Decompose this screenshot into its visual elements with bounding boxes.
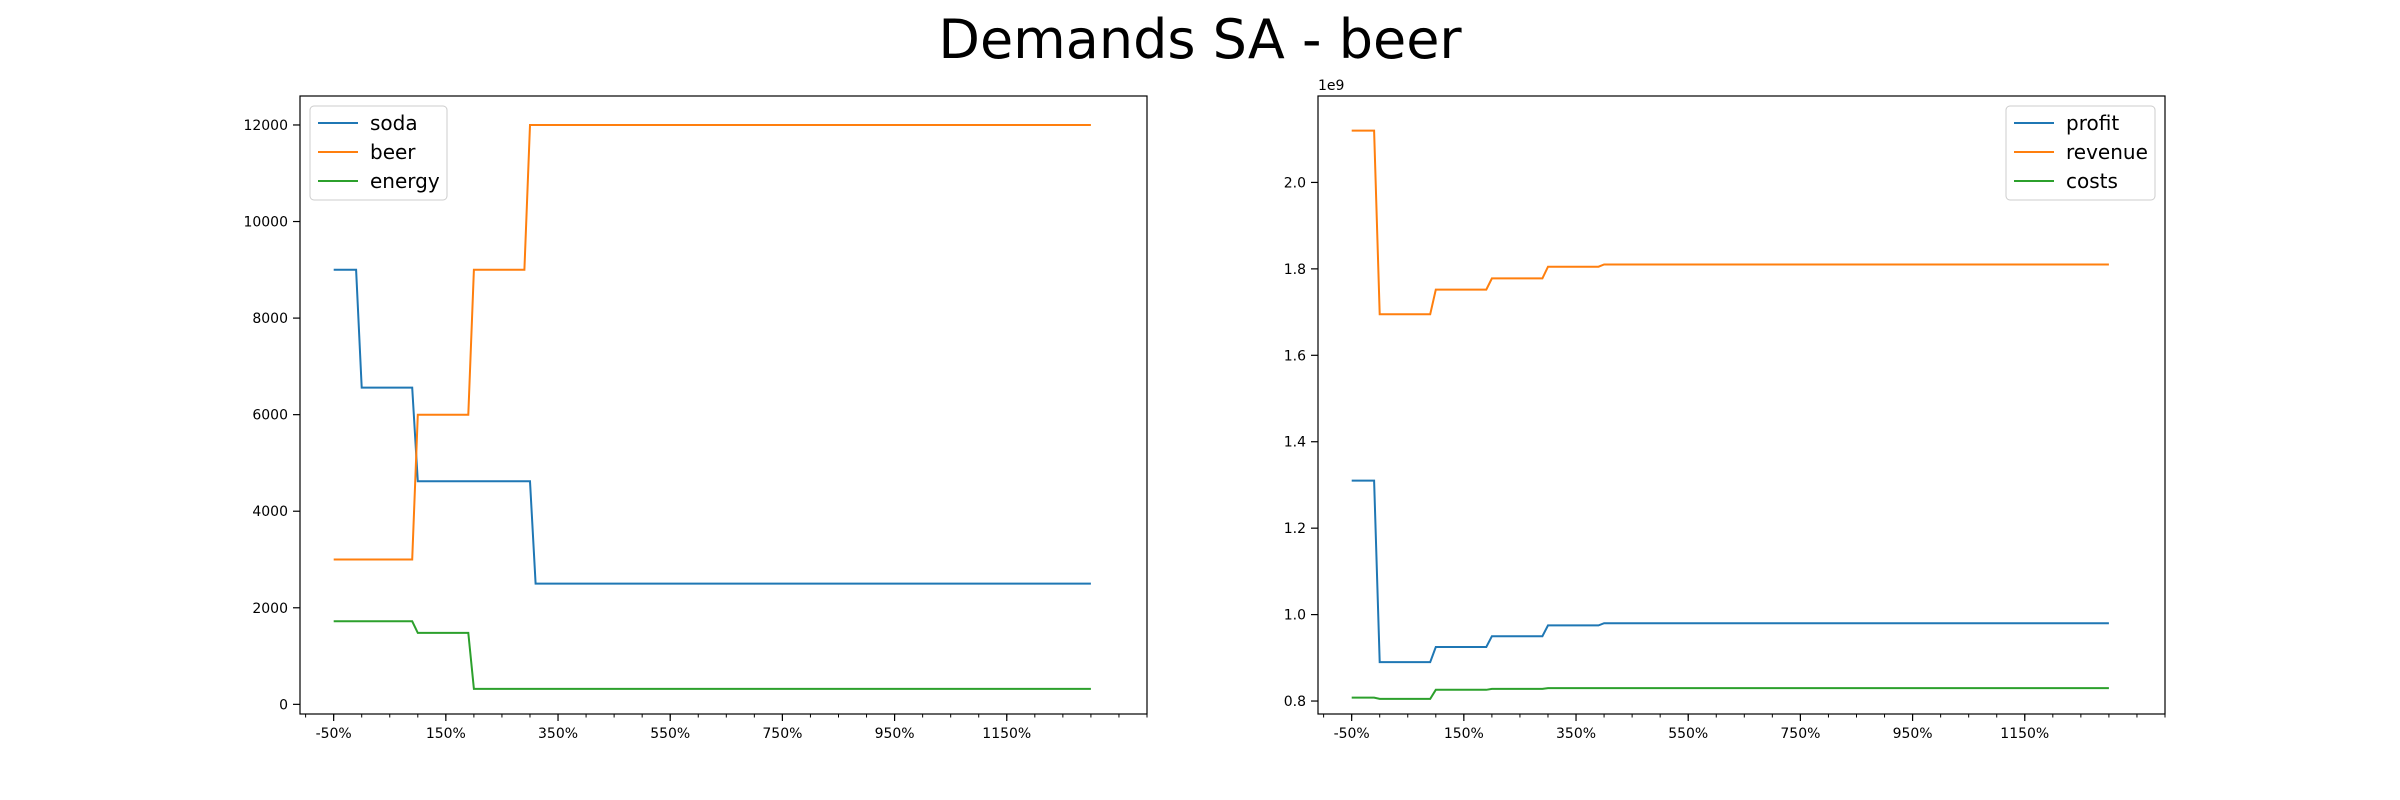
series-line-costs bbox=[1351, 687, 2109, 700]
chart-financials: -50% 150% 350% 550% 750% 950% 1150% 0.8 1.0 1.2 1.… bbox=[1284, 78, 2166, 742]
series-line-revenue bbox=[1351, 129, 2109, 316]
x-tick-label: 750% bbox=[1780, 726, 1820, 742]
y-tick-label: 1.2 bbox=[1284, 521, 1306, 537]
legend: soda beer energy bbox=[309, 105, 448, 201]
x-tick-label: 750% bbox=[762, 726, 802, 742]
x-tick-label: 350% bbox=[1556, 726, 1596, 742]
legend-frame bbox=[2005, 105, 2156, 201]
x-tick-label: 550% bbox=[1668, 726, 1708, 742]
y-tick-label: 0.8 bbox=[1284, 694, 1306, 710]
legend-label-beer: beer bbox=[370, 140, 416, 164]
x-tick-label: 950% bbox=[1893, 726, 1933, 742]
y-tick-label: 1.0 bbox=[1284, 608, 1306, 624]
y-tick-label: 6000 bbox=[252, 408, 288, 424]
y-offset-label: 1e9 bbox=[1318, 78, 1344, 94]
series-line-profit bbox=[1351, 479, 2109, 664]
y-tick-label: 1.6 bbox=[1284, 348, 1306, 364]
legend-frame bbox=[309, 105, 448, 201]
legend-label-revenue: revenue bbox=[2066, 140, 2148, 164]
y-tick-label: 2000 bbox=[252, 601, 288, 617]
x-tick-label: -50% bbox=[1334, 726, 1370, 742]
legend-label-energy: energy bbox=[370, 169, 440, 193]
x-tick-label: 150% bbox=[426, 726, 466, 742]
legend: profit revenue costs bbox=[2005, 105, 2156, 201]
legend-label-costs: costs bbox=[2066, 169, 2118, 193]
x-tick-label: -50% bbox=[316, 726, 352, 742]
series-line-energy bbox=[333, 620, 1091, 690]
x-tick-label: 1150% bbox=[982, 726, 1031, 742]
y-tick-label: 1.8 bbox=[1284, 262, 1306, 278]
x-tick-label: 950% bbox=[875, 726, 915, 742]
y-tick-label: 12000 bbox=[243, 118, 288, 134]
plot-frame bbox=[299, 95, 1148, 715]
plot-frame bbox=[1317, 95, 2166, 715]
series-line-soda bbox=[333, 268, 1091, 585]
x-tick-label: 1150% bbox=[2000, 726, 2049, 742]
x-tick-label: 550% bbox=[650, 726, 690, 742]
legend-label-profit: profit bbox=[2066, 111, 2119, 135]
y-tick-label: 10000 bbox=[243, 215, 288, 231]
y-tick-label: 0 bbox=[279, 697, 288, 713]
x-tick-label: 350% bbox=[538, 726, 578, 742]
chart-demands: -50% 150% 350% 550% 750% 950% 1150% 0 2000 4000 60… bbox=[243, 95, 1148, 742]
y-tick-label: 4000 bbox=[252, 504, 288, 520]
figure-title: Demands SA - beer bbox=[938, 8, 1462, 71]
y-tick-label: 1.4 bbox=[1284, 435, 1306, 451]
x-tick-label: 150% bbox=[1444, 726, 1484, 742]
series-line-beer bbox=[333, 124, 1091, 561]
y-tick-label: 2.0 bbox=[1284, 175, 1306, 191]
y-tick-label: 8000 bbox=[252, 311, 288, 327]
legend-label-soda: soda bbox=[370, 111, 418, 135]
